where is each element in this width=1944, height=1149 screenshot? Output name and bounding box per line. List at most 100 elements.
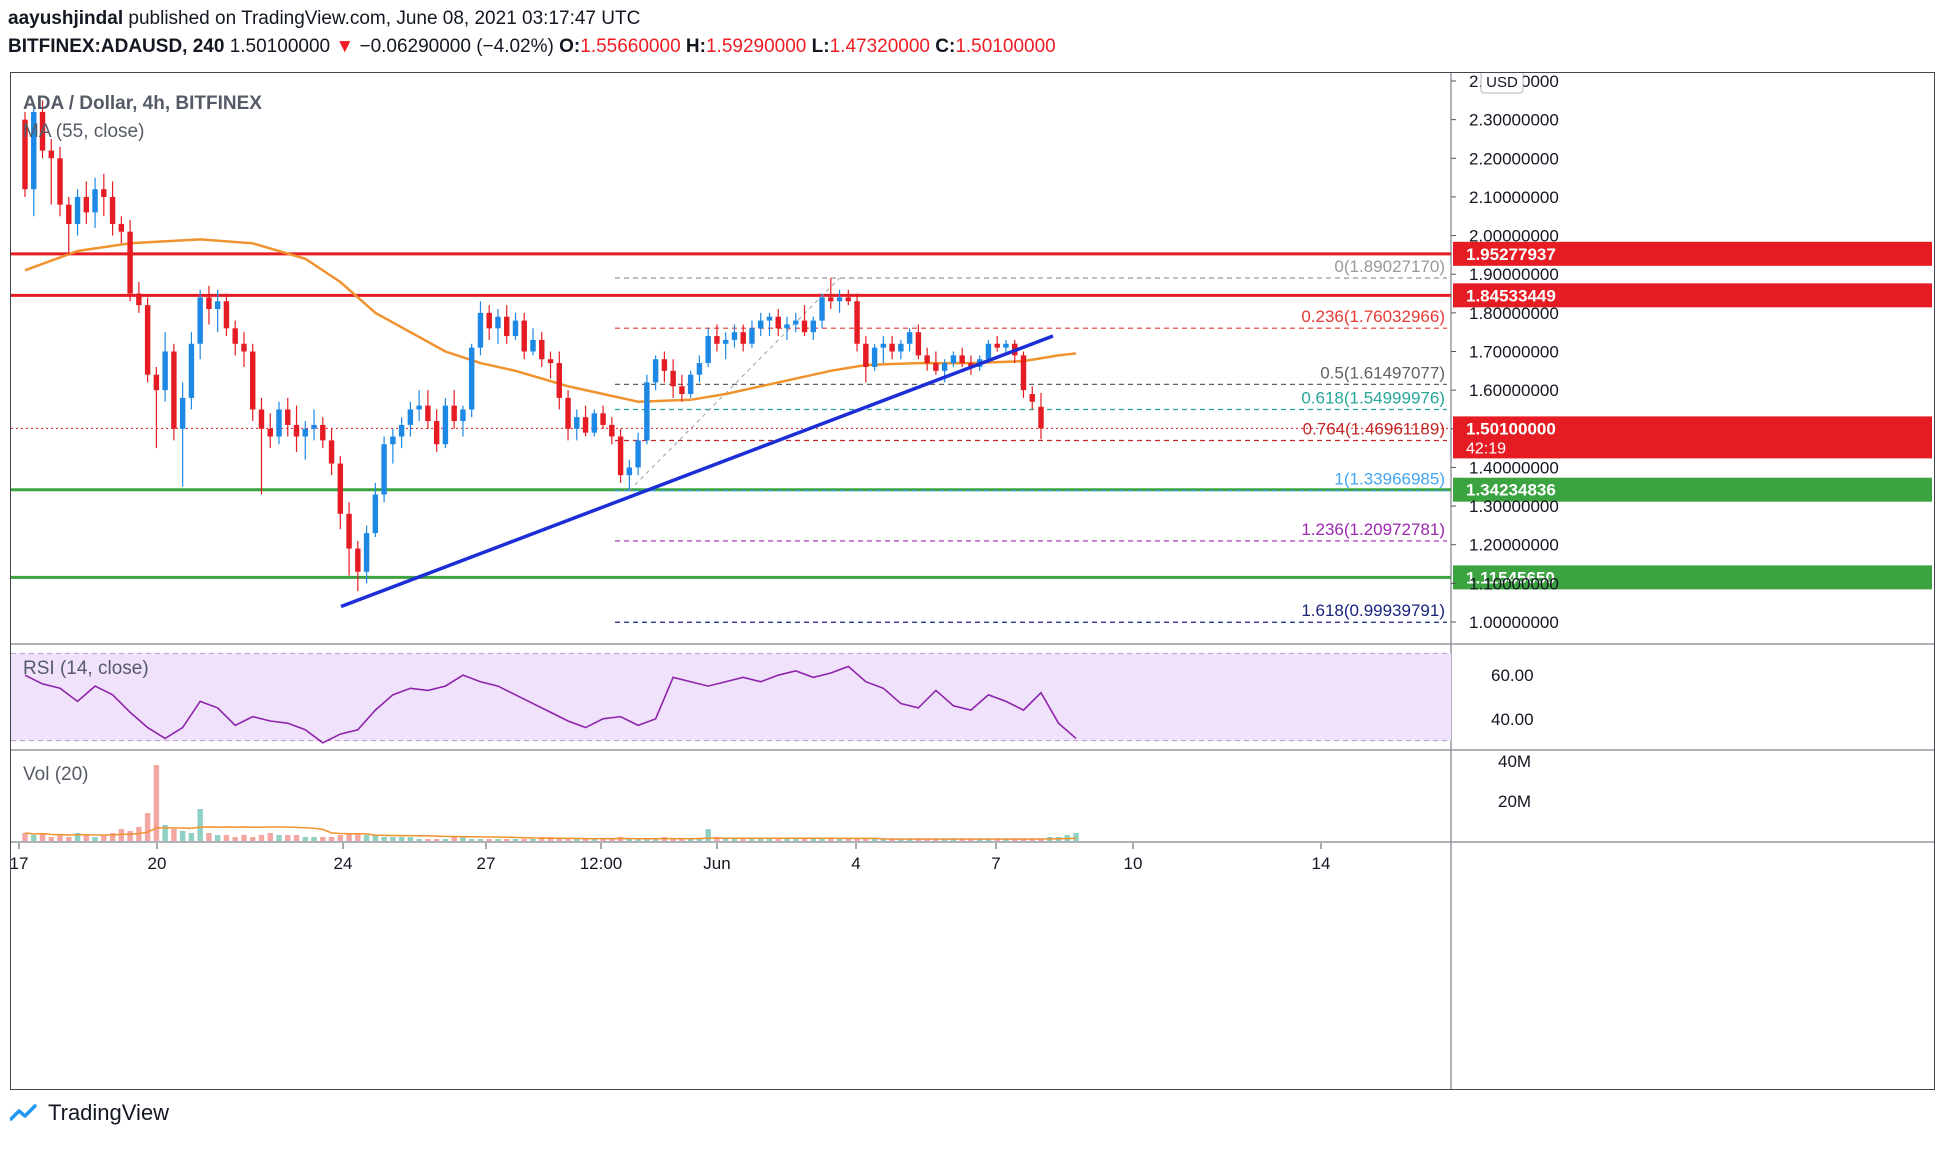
volume-bar: [250, 837, 256, 841]
candle-body: [1020, 355, 1027, 391]
chart-canvas[interactable]: 1.95277937 1.84533449 1.34234836 1.11545650…: [11, 73, 1934, 1089]
candle-body: [197, 297, 203, 344]
volume-bar: [836, 839, 843, 841]
volume-bar: [22, 833, 28, 841]
volume-bar: [416, 839, 422, 841]
volume-bar: [39, 833, 46, 841]
volume-bar: [171, 829, 177, 841]
x-tick-label: 27: [477, 854, 496, 873]
volume-bar: [398, 837, 405, 841]
chart-title: ADA / Dollar, 4h, BITFINEX: [23, 93, 262, 114]
volume-bar: [687, 839, 694, 841]
candle-body: [924, 355, 930, 364]
candle-body: [889, 343, 895, 352]
footer-brand[interactable]: TradingView: [10, 1100, 169, 1126]
candle-body: [346, 513, 352, 549]
candle-body: [504, 316, 510, 337]
volume-bar: [635, 839, 641, 841]
x-tick-label: 14: [1312, 854, 1331, 873]
volume-bar: [311, 837, 317, 841]
y-tick-label: 1.80000000: [1469, 304, 1559, 323]
candle-body: [968, 363, 974, 367]
volume-bar: [530, 839, 536, 841]
y-tick-label: 1.40000000: [1469, 458, 1559, 477]
candle-body: [416, 405, 422, 410]
resistance-price-label: 1.95277937: [1466, 245, 1556, 264]
support-price-box: [1453, 477, 1932, 502]
countdown-label: 42:19: [1466, 440, 1506, 457]
volume-bar: [1029, 839, 1035, 841]
volume-bar: [355, 833, 361, 841]
candle-body: [722, 339, 729, 344]
quote-line: BITFINEX:ADAUSD, 240 1.50100000 ▼ −0.062…: [8, 36, 1056, 58]
volume-bar: [845, 839, 852, 841]
volume-bar: [433, 839, 440, 841]
high-label: H:: [685, 36, 706, 57]
volume-bar: [609, 839, 615, 841]
candle-body: [451, 405, 457, 422]
candle-body: [74, 196, 81, 224]
candle-body: [101, 189, 107, 197]
candle-body: [250, 351, 256, 410]
low-value: 1.47320000: [829, 36, 930, 57]
y-tick-label: 2.10000000: [1469, 188, 1559, 207]
volume-bar: [950, 839, 957, 841]
candle-body: [363, 533, 370, 572]
candle-body: [906, 332, 913, 344]
candle-body: [495, 316, 501, 329]
candle-body: [381, 444, 387, 495]
volume-bar: [328, 837, 335, 841]
author-name[interactable]: aayushjindal: [8, 8, 124, 29]
volume-bar: [915, 839, 922, 841]
moving-average-line: [24, 238, 1077, 403]
y-tick-label: 1.30000000: [1469, 497, 1559, 516]
candle-body: [425, 405, 431, 422]
volume-bar: [425, 839, 431, 841]
bullish-trendline: [340, 334, 1054, 609]
volume-bar: [214, 835, 221, 841]
volume-bar: [679, 839, 685, 841]
chart-frame[interactable]: 1.95277937 1.84533449 1.34234836 1.11545650…: [10, 72, 1935, 1090]
volume-bar: [1003, 839, 1009, 841]
volume-bar: [153, 765, 160, 841]
resistance-price-box: [1453, 283, 1932, 308]
candle-body: [565, 397, 571, 429]
volume-bar: [740, 839, 746, 841]
volume-bar: [407, 837, 414, 841]
candle-body: [433, 421, 440, 445]
candle-body: [118, 223, 125, 232]
resistance-price-label: 1.84533449: [1466, 286, 1556, 305]
candle-body: [57, 158, 63, 205]
volume-bar: [591, 839, 598, 841]
resistance-price-box: [1453, 241, 1932, 266]
volume-bar: [179, 831, 186, 841]
candle-body: [784, 324, 790, 329]
candle-body: [915, 332, 922, 356]
volume-bar: [144, 813, 151, 841]
candle-body: [696, 363, 703, 375]
volume-bar: [486, 839, 492, 841]
volume-bar: [810, 839, 816, 841]
volume-bar: [162, 825, 168, 841]
candle-body: [941, 363, 948, 371]
volume-bar: [582, 839, 589, 841]
candle-body: [241, 343, 247, 352]
candle-body: [775, 316, 781, 329]
x-tick-label: 24: [334, 854, 353, 873]
rsi-legend: RSI (14, close): [23, 658, 149, 679]
candle-body: [31, 111, 37, 190]
volume-bar: [57, 835, 63, 841]
volume-bar: [565, 839, 571, 841]
volume-bar: [889, 839, 895, 841]
volume-bar: [722, 839, 729, 841]
candle-body: [687, 374, 694, 395]
candle-body: [556, 363, 562, 398]
candle-body: [407, 409, 414, 425]
volume-bar: [670, 839, 676, 841]
open-label: O:: [559, 36, 581, 57]
volume-bar: [258, 835, 265, 841]
volume-bar: [600, 839, 606, 841]
volume-bar: [109, 833, 116, 841]
volume-bar: [652, 839, 659, 841]
candle-body: [302, 428, 308, 437]
